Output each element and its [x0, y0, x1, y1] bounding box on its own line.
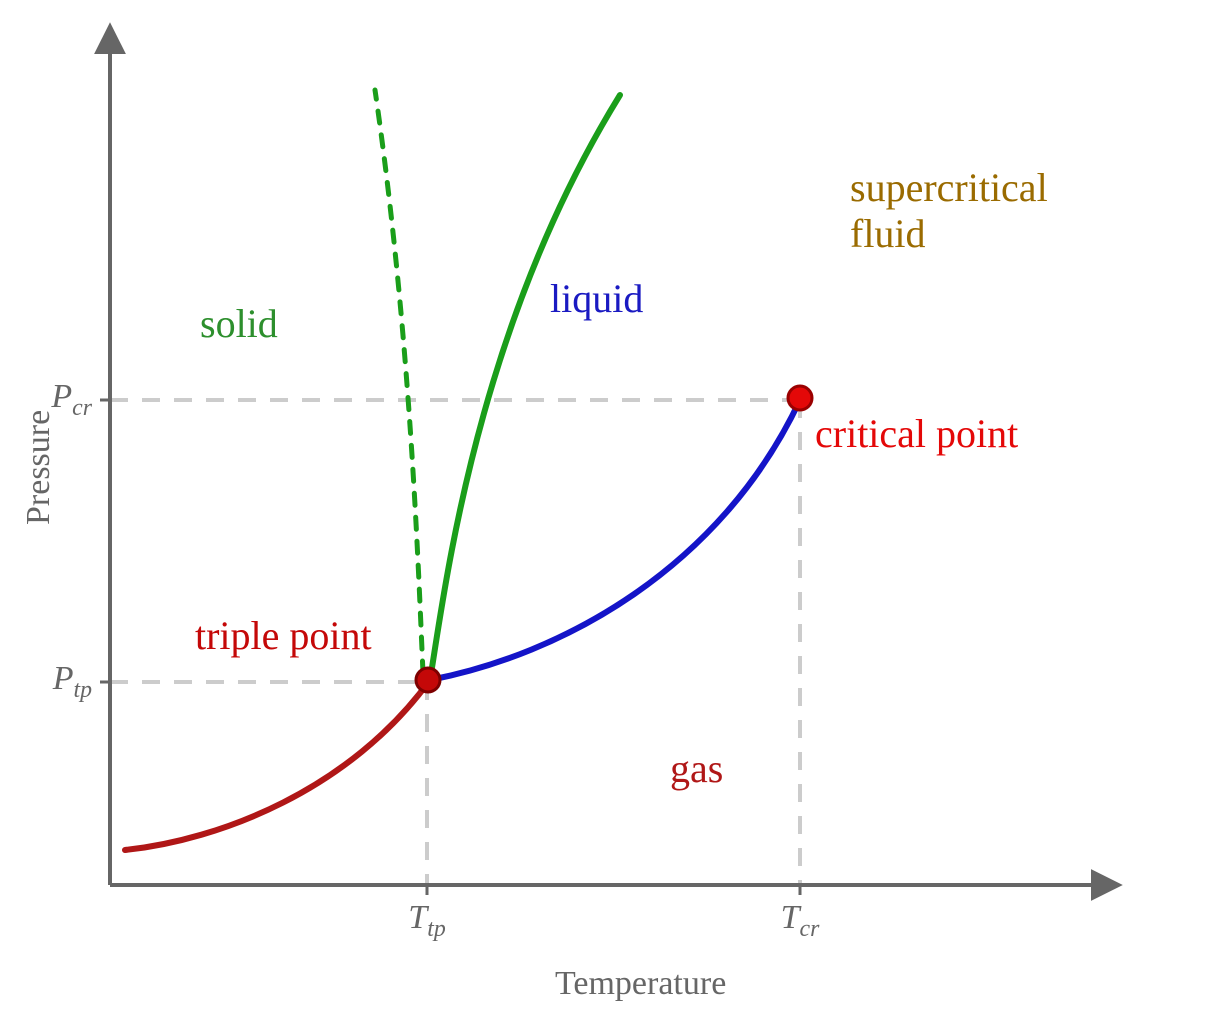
critical-point-label: critical point: [815, 410, 1018, 457]
tick-label-ptp: Ptp: [53, 660, 92, 704]
x-axis-label: Temperature: [555, 965, 726, 1003]
region-supercritical-fluid: supercriticalfluid: [850, 165, 1048, 257]
region-gas: gas: [670, 745, 723, 792]
region-liquid: liquid: [550, 275, 643, 322]
vaporization-curve: [430, 400, 800, 680]
diagram-canvas: [0, 0, 1225, 1024]
tick-label-tcr: Tcr: [781, 899, 820, 943]
tick-label-ttp: Ttp: [408, 899, 445, 943]
critical-point-marker: [788, 386, 812, 410]
fusion-curve: [430, 95, 620, 680]
tick-label-pcr: Pcr: [51, 378, 92, 422]
scf-line: supercritical: [850, 165, 1048, 210]
phase-diagram: Temperature Pressure solid liquid gas su…: [0, 0, 1225, 1024]
region-solid: solid: [200, 300, 278, 347]
fusion-anomalous-curve: [375, 90, 423, 673]
y-axis-label: Pressure: [20, 410, 58, 525]
sublimation-curve: [125, 680, 430, 850]
scf-line: fluid: [850, 211, 926, 256]
triple-point-marker: [416, 668, 440, 692]
triple-point-label: triple point: [195, 612, 372, 659]
